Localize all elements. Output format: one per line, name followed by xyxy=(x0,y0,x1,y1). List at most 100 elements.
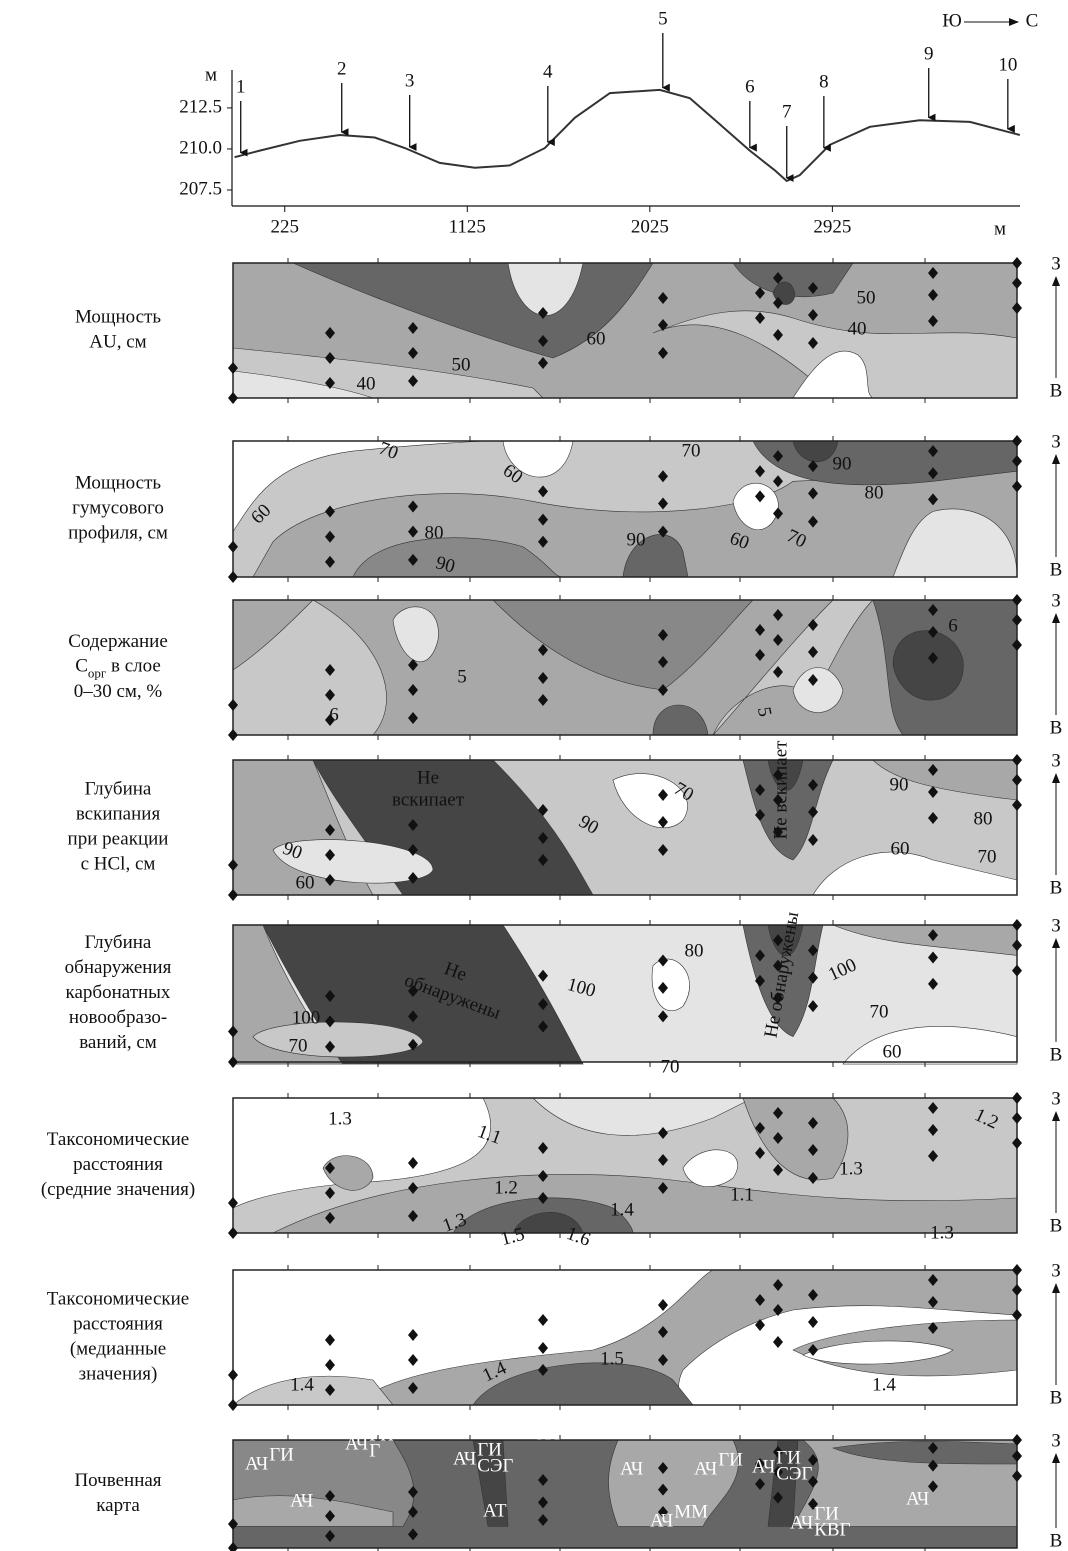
sample-point xyxy=(538,335,548,347)
sample-point xyxy=(928,1150,938,1162)
sample-point xyxy=(658,1299,668,1311)
sample-point xyxy=(808,1289,818,1301)
side-label-top: З xyxy=(1051,915,1061,936)
sample-point xyxy=(928,267,938,279)
soil-label: АЧ xyxy=(620,1458,643,1479)
sample-point xyxy=(325,990,335,1003)
contour-label: 1.4 xyxy=(610,1199,634,1220)
sample-point xyxy=(325,1510,335,1522)
sample-point xyxy=(325,327,335,339)
sample-point xyxy=(538,804,548,816)
contour-label: 60 xyxy=(587,328,606,349)
contour-label: 1.4 xyxy=(290,1374,314,1395)
contour-label: 5 xyxy=(753,705,775,718)
contour-label: 100 xyxy=(292,1007,321,1028)
sample-point xyxy=(408,712,418,724)
point-number: 5 xyxy=(658,8,668,29)
sample-point xyxy=(228,571,238,583)
soil-label: АЧ xyxy=(790,1512,813,1533)
point-number: 2 xyxy=(337,58,347,79)
sample-point xyxy=(538,535,548,548)
sample-point xyxy=(325,1359,335,1371)
side-label-bottom: В xyxy=(1050,1530,1063,1551)
sample-point xyxy=(408,684,418,696)
soil-label-sup: ГИ xyxy=(269,1444,294,1465)
panel-label: Почвенная xyxy=(74,1470,161,1491)
sample-point xyxy=(1012,774,1022,786)
sample-point xyxy=(658,1483,668,1496)
sample-point xyxy=(755,1147,765,1159)
side-label-top: З xyxy=(1051,431,1061,452)
panel-label: (медианные xyxy=(70,1338,166,1359)
sample-point xyxy=(658,1154,668,1166)
point-number: 7 xyxy=(782,101,792,122)
sample-point xyxy=(538,307,548,319)
contour-label: 80 xyxy=(685,940,704,961)
sample-point xyxy=(928,493,938,506)
point-number: 8 xyxy=(819,71,829,92)
sample-point xyxy=(228,1197,238,1209)
sample-point xyxy=(658,1506,668,1518)
sample-point xyxy=(808,944,818,957)
contour-region xyxy=(767,759,804,791)
contour-region xyxy=(322,1155,374,1191)
contour-label: 70 xyxy=(289,1035,308,1056)
sample-point xyxy=(808,674,818,686)
contour-region xyxy=(472,1362,694,1406)
sample-point xyxy=(755,784,765,796)
sample-point xyxy=(658,319,668,331)
contour-label: 50 xyxy=(857,287,876,308)
sample-point xyxy=(755,490,765,503)
sample-point xyxy=(808,619,818,631)
panel-label: Мощность xyxy=(75,306,161,327)
sample-point xyxy=(538,357,548,369)
sample-point xyxy=(325,1334,335,1346)
sample-point xyxy=(773,297,783,309)
sample-point xyxy=(808,1454,818,1466)
contour-region xyxy=(232,1375,394,1406)
sample-point xyxy=(928,1480,938,1493)
direction-from: Ю xyxy=(942,10,962,31)
side-label-top: З xyxy=(1051,750,1061,771)
sample-point xyxy=(1012,1434,1022,1446)
sample-point xyxy=(808,515,818,528)
contour-region xyxy=(802,1340,954,1365)
contour-region xyxy=(792,440,839,463)
sample-point xyxy=(658,1462,668,1474)
sample-point xyxy=(1012,455,1022,468)
sample-point xyxy=(228,859,238,871)
panel-label: расстояния xyxy=(73,1154,163,1175)
sample-point xyxy=(228,1227,238,1239)
contour-label: 1.5 xyxy=(600,1348,624,1369)
sample-point xyxy=(325,352,335,364)
sample-point xyxy=(658,1127,668,1139)
sample-point xyxy=(1012,1092,1022,1104)
sample-point xyxy=(808,337,818,349)
sample-point xyxy=(928,1296,938,1308)
x-axis-label: м xyxy=(994,218,1006,239)
sample-point xyxy=(1012,435,1022,447)
sample-point xyxy=(538,672,548,684)
soil-label: АЧ xyxy=(868,1420,891,1441)
sample-point xyxy=(408,322,418,334)
panel-label: при реакции xyxy=(68,828,169,849)
sample-point xyxy=(325,555,335,568)
sample-point xyxy=(325,505,335,518)
side-label-top: З xyxy=(1051,1430,1061,1451)
map-frame xyxy=(232,1439,1018,1549)
contour-region xyxy=(812,851,1018,896)
panel-label: Глубина xyxy=(85,932,152,953)
map-panel xyxy=(228,257,1022,404)
sample-point xyxy=(773,1164,783,1176)
contour-region xyxy=(232,1495,394,1527)
panel-label-part: в слое xyxy=(106,656,161,677)
sample-point xyxy=(228,362,238,374)
sample-point xyxy=(928,929,938,942)
panel-label: с HCl, см xyxy=(81,853,156,874)
contour-label: Не xyxy=(417,767,439,788)
panel-label: гумусового xyxy=(72,497,164,518)
sample-point xyxy=(658,1354,668,1366)
point-number: 4 xyxy=(543,61,553,82)
contour-region xyxy=(792,667,844,713)
sample-point xyxy=(928,467,938,480)
